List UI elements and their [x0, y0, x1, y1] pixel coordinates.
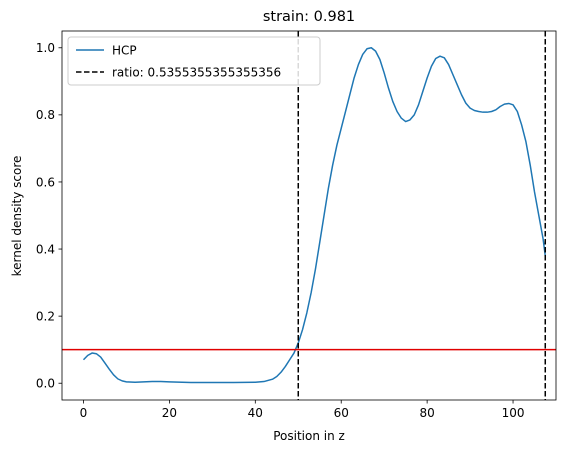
y-tick-label: 0.2	[36, 309, 55, 323]
x-axis-title: Position in z	[273, 429, 345, 443]
legend-label: HCP	[112, 43, 137, 57]
axes-frame	[61, 30, 557, 401]
y-tick-label: 0.4	[36, 242, 55, 256]
chart-title: strain: 0.981	[263, 9, 355, 25]
legend: HCP ratio: 0.5355355355355356	[67, 36, 321, 86]
x-tick-label: 60	[334, 406, 349, 420]
plot-area	[62, 31, 556, 400]
series-line-hcp	[82, 47, 547, 384]
y-tick-label: 0.8	[36, 108, 55, 122]
legend-box	[67, 36, 321, 86]
axes: 0 20 40 60 80 100 0.0 0.2 0.4 0.6 0.8 1.0	[36, 30, 557, 420]
legend-label: ratio: 0.5355355355355356	[112, 65, 281, 79]
x-tick-label: 20	[162, 406, 177, 420]
x-tick-label: 40	[248, 406, 263, 420]
x-tick-label: 100	[502, 406, 525, 420]
y-axis-title: kernel density score	[10, 156, 24, 277]
x-tick-label: 0	[80, 406, 88, 420]
x-tick-label: 80	[419, 406, 434, 420]
y-tick-label: 0.0	[36, 377, 55, 391]
y-tick-label: 1.0	[36, 41, 55, 55]
y-tick-label: 0.6	[36, 175, 55, 189]
